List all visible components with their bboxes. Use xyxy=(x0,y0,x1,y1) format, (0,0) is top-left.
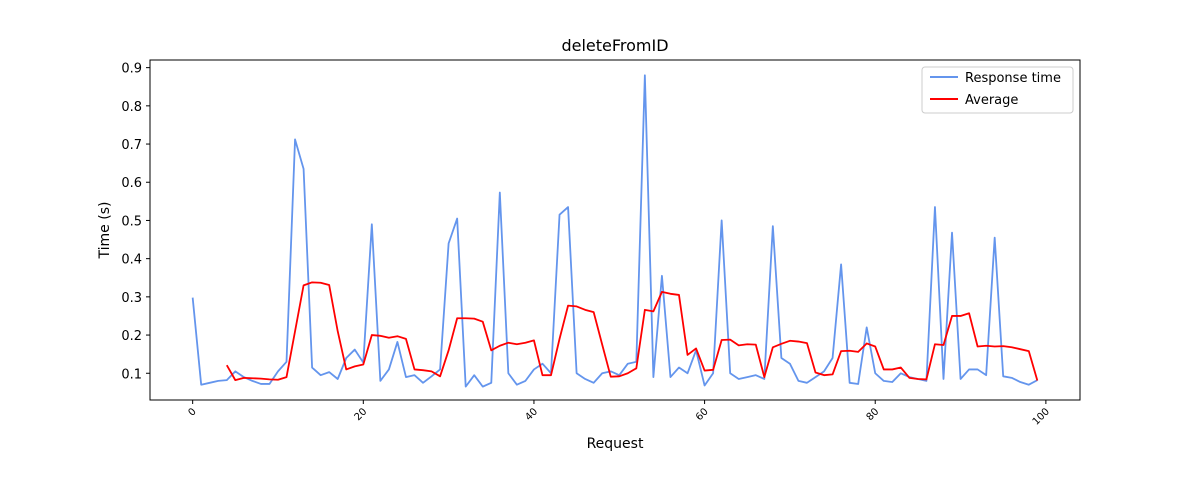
y-tick-label: 0.4 xyxy=(121,253,142,268)
x-tick-label: 60 xyxy=(694,406,711,423)
chart-title: deleteFromID xyxy=(561,36,668,55)
x-tick-label: 100 xyxy=(1031,406,1052,427)
x-tick-label: 0 xyxy=(186,406,198,418)
y-tick-label: 0.2 xyxy=(121,329,142,344)
series-layer xyxy=(191,74,1039,388)
y-tick-label: 0.5 xyxy=(121,214,142,229)
series-line-average xyxy=(226,281,1039,382)
y-tick-label: 0.9 xyxy=(121,62,142,77)
legend-box xyxy=(921,66,1074,114)
x-tick-label: 40 xyxy=(523,406,540,423)
legend-label-average: Average xyxy=(965,93,1018,108)
y-axis: 0.1 0.2 0.3 0.4 0.5 0.6 0.7 0.8 0.9 xyxy=(121,62,150,382)
series-line-response-time xyxy=(191,74,1038,388)
legend: Response time Average xyxy=(921,66,1074,114)
legend-label-response-time: Response time xyxy=(965,71,1061,86)
x-tick-label: 80 xyxy=(865,406,882,423)
y-tick-label: 0.6 xyxy=(121,176,142,191)
y-axis-label: Time (s) xyxy=(97,202,113,260)
plot-area xyxy=(149,59,1081,401)
y-tick-label: 0.8 xyxy=(121,100,142,115)
x-axis: 0 20 40 60 80 100 xyxy=(186,400,1052,428)
y-tick-label: 0.7 xyxy=(121,138,142,153)
x-axis-label: Request xyxy=(587,436,644,452)
y-tick-label: 0.3 xyxy=(121,291,142,306)
y-tick-label: 0.1 xyxy=(121,367,142,382)
x-tick-label: 20 xyxy=(353,406,370,423)
